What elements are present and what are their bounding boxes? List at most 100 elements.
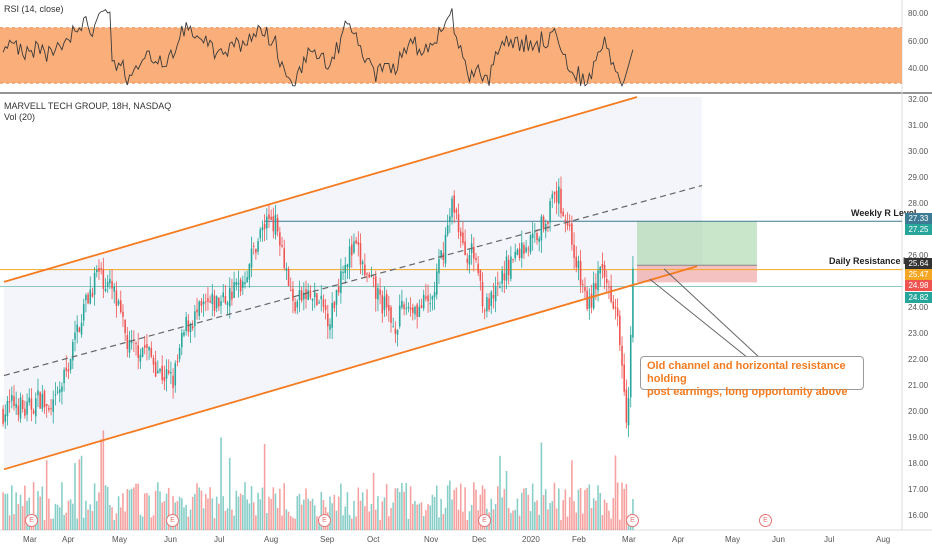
volume-bar bbox=[331, 503, 333, 530]
candle-body bbox=[603, 265, 606, 278]
volume-bar bbox=[608, 510, 610, 530]
volume-bar bbox=[466, 519, 469, 530]
candle-body bbox=[8, 401, 11, 403]
candle-body bbox=[444, 234, 447, 264]
candle-body bbox=[383, 296, 386, 311]
volume-bar bbox=[78, 459, 81, 530]
volume-bar bbox=[185, 504, 187, 530]
volume-bar bbox=[527, 494, 530, 530]
candle-body bbox=[581, 284, 584, 286]
volume-bar bbox=[119, 507, 122, 530]
volume-bar bbox=[13, 514, 15, 530]
candle-body bbox=[518, 248, 521, 259]
candle-body bbox=[353, 241, 355, 253]
volume-bar bbox=[37, 491, 39, 530]
volume-bar bbox=[531, 483, 534, 530]
volume-bar bbox=[167, 487, 170, 530]
volume-bar bbox=[425, 510, 427, 530]
volume-bar bbox=[555, 508, 558, 530]
volume-bar bbox=[303, 499, 305, 530]
volume-bar bbox=[181, 498, 183, 530]
volume-bar bbox=[388, 516, 390, 530]
volume-bar bbox=[279, 488, 281, 530]
volume-bar bbox=[109, 504, 111, 530]
candle-body bbox=[220, 301, 222, 306]
volume-bar bbox=[390, 507, 392, 530]
volume-bar bbox=[61, 482, 63, 530]
volume-bar bbox=[440, 498, 442, 530]
volume-bar bbox=[117, 496, 120, 530]
candle-body bbox=[165, 369, 168, 379]
candle-body bbox=[531, 233, 534, 239]
price-tick-label: 26.00 bbox=[908, 250, 929, 260]
volume-bar bbox=[28, 497, 31, 530]
price-tick-label: 21.00 bbox=[908, 381, 929, 390]
candle-body bbox=[26, 401, 28, 415]
price-tag: 24.82 bbox=[905, 292, 932, 303]
candle-body bbox=[91, 293, 94, 297]
candle-body bbox=[48, 407, 50, 410]
volume-bar bbox=[202, 508, 205, 530]
price-tick-label: 24.00 bbox=[908, 302, 929, 312]
candle-body bbox=[24, 408, 26, 416]
volume-bar bbox=[353, 500, 355, 530]
time-tick-label: Mar bbox=[23, 535, 37, 544]
candle-body bbox=[455, 209, 458, 213]
volume-bar bbox=[444, 507, 447, 530]
volume-bar bbox=[187, 516, 190, 530]
volume-bar bbox=[499, 455, 501, 530]
volume-bar bbox=[568, 497, 571, 530]
candle-body bbox=[76, 324, 78, 332]
candle-body bbox=[625, 389, 628, 423]
volume-bar bbox=[614, 455, 617, 530]
price-tag: 27.33 bbox=[905, 213, 932, 224]
volume-bar bbox=[483, 488, 486, 530]
candle-body bbox=[255, 249, 257, 253]
volume-bar bbox=[547, 509, 549, 530]
volume-bar bbox=[623, 488, 625, 530]
trade-note-line1: Old channel and horizontal resistance ho… bbox=[647, 360, 846, 385]
candle-body bbox=[222, 292, 224, 298]
candle-body bbox=[218, 297, 220, 307]
candle-body bbox=[377, 288, 379, 300]
channel-fill bbox=[4, 97, 702, 470]
rsi-title: RSI (14, close) bbox=[4, 4, 64, 14]
volume-bar bbox=[148, 495, 150, 530]
volume-bar bbox=[468, 511, 471, 530]
candle-body bbox=[449, 216, 451, 222]
volume-bar bbox=[56, 504, 59, 530]
candle-body bbox=[342, 272, 344, 274]
volume-bar bbox=[475, 489, 477, 530]
candle-body bbox=[340, 271, 342, 294]
candle-body bbox=[117, 301, 120, 305]
candle-body bbox=[584, 287, 586, 292]
volume-bar bbox=[605, 502, 608, 530]
volume-bar bbox=[296, 496, 299, 530]
volume-bar bbox=[451, 499, 453, 530]
candle-body bbox=[248, 263, 251, 280]
candle-body bbox=[416, 304, 418, 317]
volume-bar bbox=[523, 488, 525, 530]
candle-body bbox=[287, 269, 290, 287]
stop-zone bbox=[637, 265, 757, 283]
candle-body bbox=[211, 293, 214, 305]
volume-bar bbox=[237, 496, 240, 530]
candle-body bbox=[78, 327, 81, 333]
candle-body bbox=[481, 282, 484, 307]
volume-bar bbox=[39, 496, 41, 530]
volume-bar bbox=[133, 487, 135, 530]
candle-body bbox=[433, 292, 436, 297]
volume-bar bbox=[584, 489, 586, 530]
volume-bar bbox=[152, 515, 155, 530]
volume-bar bbox=[534, 501, 536, 530]
candle-body bbox=[17, 405, 20, 415]
candle-body bbox=[446, 225, 449, 235]
candle-body bbox=[209, 301, 211, 303]
volume-bar bbox=[115, 513, 118, 530]
candle-body bbox=[154, 362, 157, 377]
candle-body bbox=[475, 257, 477, 261]
volume-bar bbox=[294, 518, 296, 530]
volume-bar bbox=[359, 500, 362, 530]
volume-bar bbox=[405, 482, 408, 530]
volume-bar bbox=[494, 503, 497, 530]
